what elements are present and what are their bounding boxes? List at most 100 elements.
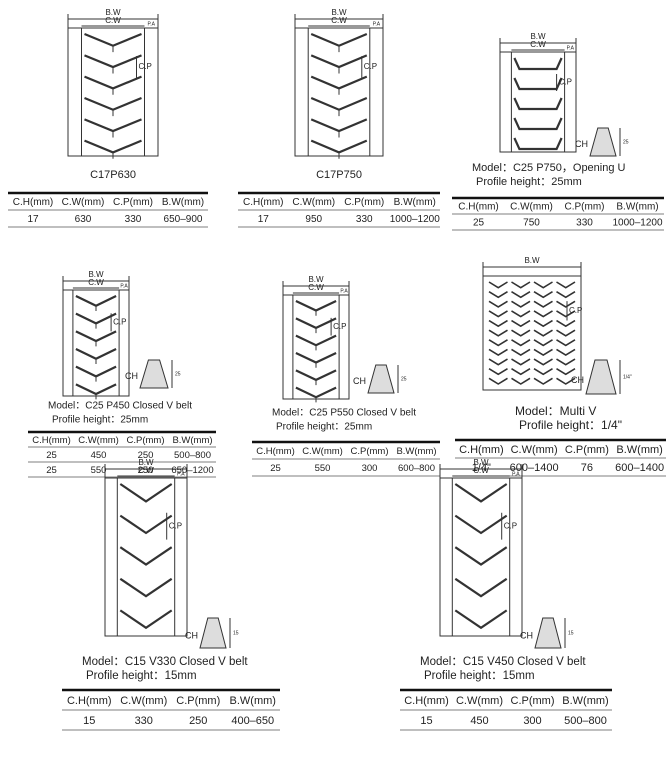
pa-label: P.A (373, 21, 381, 27)
ch-label: CH (353, 376, 366, 386)
cleat (488, 377, 508, 385)
cleat (556, 348, 576, 357)
profile (585, 359, 617, 395)
cleat (310, 96, 368, 111)
cleat (310, 32, 368, 47)
cleat (556, 377, 576, 385)
table-cell: 300 (523, 715, 541, 727)
table-cell: 600–800 (398, 463, 435, 474)
table-cell: 300 (362, 463, 378, 474)
cleat (75, 330, 117, 343)
table-cell: 650–900 (164, 214, 203, 225)
table-header: C.W(mm) (510, 202, 553, 213)
table-header: C.H(mm) (13, 197, 54, 208)
cp-label: C.P (113, 317, 126, 326)
cleat (511, 377, 531, 385)
table-cell: 450 (470, 715, 488, 727)
cleat (556, 281, 576, 289)
pa-label: P.A (512, 471, 520, 477)
cleat (488, 300, 508, 308)
cleat (75, 312, 117, 325)
table-cell: 550 (315, 463, 331, 474)
table-header: C.H(mm) (459, 444, 504, 456)
cp-label: C.P (569, 306, 582, 315)
table-header: B.W(mm) (230, 695, 276, 707)
table-cell: 500–800 (564, 715, 607, 727)
cleat (119, 483, 173, 503)
cleat (454, 483, 508, 503)
cleat (454, 609, 508, 630)
caption: Profile height：15mm (424, 670, 535, 682)
table-header: B.W(mm) (394, 197, 436, 208)
cleat (513, 97, 563, 111)
table-header: C.W(mm) (511, 444, 558, 456)
belt-outline (104, 477, 188, 637)
cleat (511, 368, 531, 376)
pa-label: P.A (567, 45, 575, 51)
cleat (75, 348, 117, 360)
table-header: C.P(mm) (351, 446, 389, 457)
cleat (488, 281, 508, 289)
table-header: C.W(mm) (292, 197, 335, 208)
caption: C17P630 (90, 169, 136, 181)
cp-label: C.P (139, 62, 152, 71)
caption: Model：C25 P750，Opening U (472, 162, 626, 174)
caption: Profile height：1/4" (519, 418, 622, 432)
table-header: C.H(mm) (404, 695, 449, 707)
ch-label: CH (520, 630, 533, 640)
cw-label: C.W (331, 16, 347, 25)
bw-label: B.W (308, 275, 324, 284)
cleat (119, 609, 173, 630)
cleat (454, 514, 508, 535)
caption: Profile height：15mm (86, 670, 197, 682)
cleat (533, 339, 553, 347)
bw-label: B.W (105, 8, 121, 17)
height-label: 25 (175, 371, 181, 377)
cleat (556, 290, 576, 299)
profile (199, 617, 227, 649)
table-cell: 25 (46, 465, 57, 476)
cleat (533, 329, 553, 337)
belt-outline (499, 51, 577, 153)
cleat (84, 32, 142, 47)
cleat (533, 319, 553, 328)
cleat (454, 546, 508, 566)
cleat (533, 348, 553, 357)
table-cell: 1000–1200 (390, 214, 440, 225)
table-cell: 330 (356, 214, 373, 225)
cleat (556, 339, 576, 347)
cleat (84, 96, 142, 111)
table-cell: 25 (270, 463, 281, 474)
caption: Profile height：25mm (476, 176, 582, 188)
cleat (310, 75, 368, 90)
table-cell: 450 (91, 450, 107, 461)
table-header: C.P(mm) (113, 197, 153, 208)
table-header: C.H(mm) (256, 446, 295, 457)
profile (139, 359, 169, 389)
table-header: B.W(mm) (616, 444, 662, 456)
cleat (75, 383, 117, 396)
table-cell: 400–650 (231, 715, 274, 727)
belt-panel: B.WC.W P.A C.P CH 15 Model：C15 V330 Closed V … (62, 458, 280, 731)
cleat (511, 348, 531, 357)
table-cell: 950 (305, 214, 322, 225)
table-header: C.P(mm) (511, 695, 555, 707)
cw-label: C.W (138, 466, 154, 475)
table-header: C.P(mm) (565, 444, 609, 456)
table-cell: 250 (189, 715, 207, 727)
table-header: C.W(mm) (78, 435, 119, 446)
pa-label: P.A (177, 471, 185, 477)
cleat (295, 300, 337, 312)
cleat (533, 290, 553, 299)
table-cell: 15 (83, 715, 95, 727)
cleat (488, 358, 508, 366)
cleat (556, 368, 576, 376)
cleat (511, 281, 531, 289)
table-header: C.W(mm) (456, 695, 503, 707)
cleat (533, 310, 553, 318)
bw-label: B.W (138, 458, 154, 467)
belt-outline (439, 477, 523, 637)
table-header: B.W(mm) (616, 202, 658, 213)
ch-label: CH (571, 375, 584, 385)
